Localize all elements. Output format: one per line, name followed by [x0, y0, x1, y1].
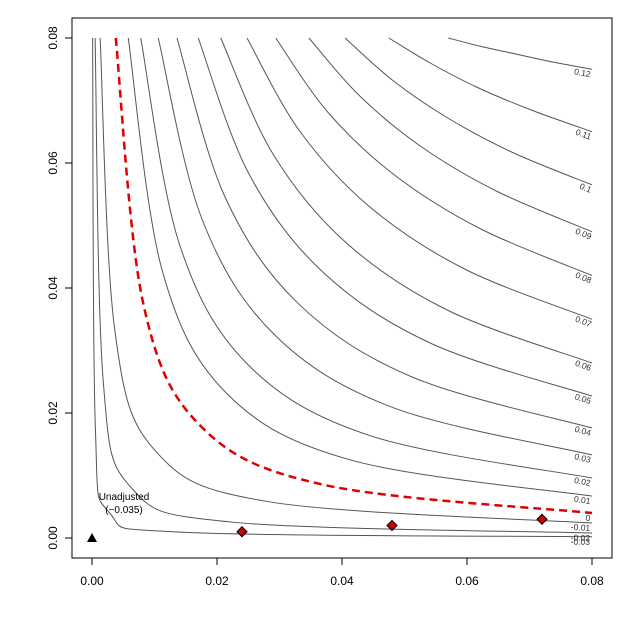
contour-line: [275, 37, 593, 276]
contour-line: [176, 37, 593, 429]
contour-label: -0.02: [571, 532, 591, 543]
x-tick-label: 0.08: [580, 574, 604, 588]
contour-line: [308, 37, 593, 233]
contour-label: 0: [585, 513, 591, 523]
contour-line: [197, 37, 593, 397]
contour-label: 0.1: [578, 181, 593, 195]
reference-point: [87, 533, 97, 542]
contour-line: [220, 37, 593, 364]
contour-line: [127, 37, 593, 497]
plot-frame: [71, 17, 613, 559]
contour-label: 0.11: [574, 127, 593, 142]
contour-line: [448, 37, 593, 70]
x-tick-label: 0.04: [330, 574, 354, 588]
contour-label: 0.03: [573, 451, 592, 465]
point: [236, 526, 248, 538]
contour-label: -0.01: [571, 522, 591, 533]
annotation: (−0.035): [105, 505, 143, 516]
y-tick-label: 0.02: [46, 401, 60, 425]
contour-label: 0.09: [574, 226, 593, 242]
annotation: Unadjusted: [99, 492, 150, 503]
x-tick-label: 0.06: [455, 574, 479, 588]
x-tick-label: 0.00: [80, 574, 104, 588]
contour-label: 0.12: [573, 66, 591, 79]
contour-line: [388, 37, 593, 133]
contour-label: 0.07: [574, 314, 593, 329]
point: [536, 513, 548, 525]
plot-area: -0.03-0.02-0.010 0.01 0.02 0.03 0.04 0.05 0.06…: [87, 37, 593, 547]
contour-line: [344, 37, 593, 186]
contour-label: 0.08: [574, 270, 593, 286]
contour-line: [157, 37, 593, 456]
contour-label: 0.04: [574, 424, 593, 438]
point: [386, 519, 398, 532]
contour-line: [92, 37, 593, 538]
contour-line: [140, 37, 593, 479]
contour-label: 0.06: [574, 358, 593, 373]
y-tick-label: 0.04: [46, 276, 60, 300]
contour-line: [246, 37, 593, 320]
contour-label: -0.03: [571, 537, 591, 547]
y-tick-label: 0.00: [46, 526, 60, 550]
contour-label: 0.05: [574, 391, 593, 406]
contour-label: 0.02: [573, 475, 591, 488]
contour-line: [94, 37, 593, 534]
y-tick-label: 0.08: [46, 26, 60, 50]
contour-line: [114, 37, 593, 515]
y-tick-label: 0.06: [46, 151, 60, 175]
contour-label: 0.01: [573, 494, 591, 506]
x-tick-label: 0.02: [205, 574, 229, 588]
contour-line: [99, 37, 593, 524]
